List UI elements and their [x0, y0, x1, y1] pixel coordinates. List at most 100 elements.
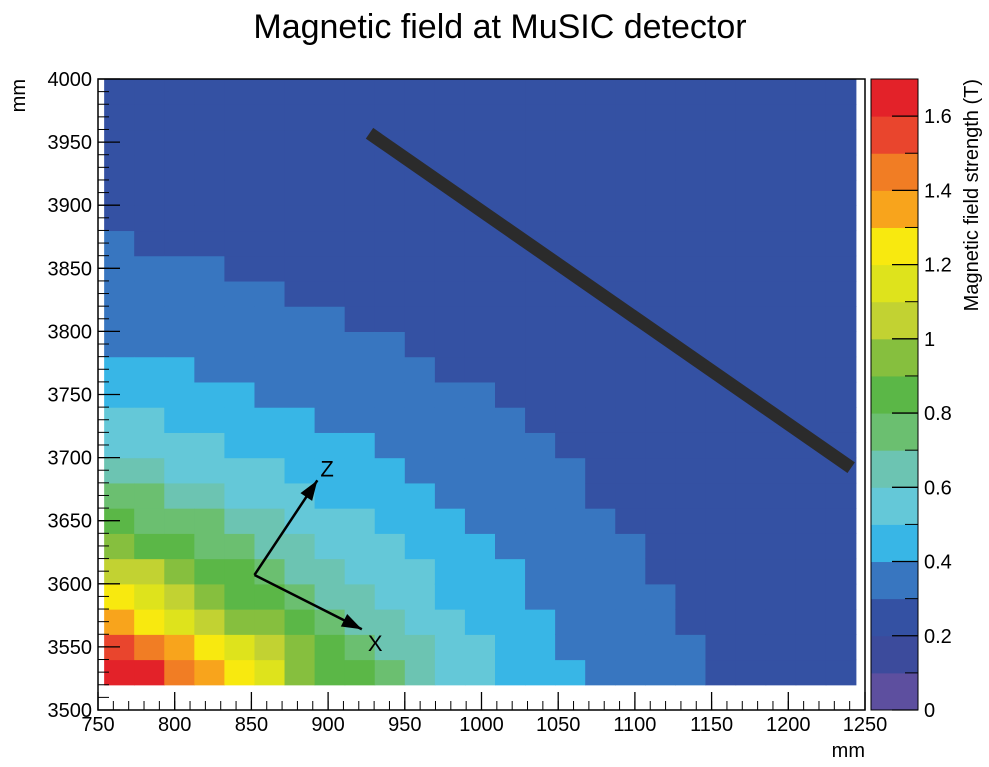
heatmap-cell — [254, 230, 286, 257]
heatmap-cell — [464, 306, 496, 332]
y-tick-label: 3500 — [48, 700, 93, 722]
heatmap-cell — [314, 482, 346, 509]
heatmap-cell — [284, 306, 316, 332]
heatmap-cell — [374, 280, 406, 307]
heatmap-cell — [314, 634, 346, 661]
heatmap-cell — [344, 230, 376, 257]
heatmap-cell — [705, 179, 737, 206]
heatmap-cell — [314, 280, 346, 307]
heatmap-cell — [134, 129, 165, 156]
heatmap-cell — [134, 104, 165, 131]
heatmap-cell — [825, 609, 857, 635]
heatmap-cell — [254, 280, 286, 307]
heatmap-cell — [224, 79, 256, 105]
heatmap-cell — [765, 659, 797, 686]
colorbar-swatch — [871, 413, 918, 451]
heatmap-cell — [765, 356, 797, 383]
heatmap-cell — [765, 79, 797, 105]
heatmap-cell — [585, 558, 616, 585]
heatmap-cell — [284, 432, 316, 459]
colorbar-swatch — [871, 635, 918, 674]
heatmap-cell — [705, 280, 737, 307]
heatmap-cell — [765, 583, 797, 610]
heatmap-cell — [344, 179, 376, 206]
heatmap-cell — [525, 482, 556, 509]
heatmap-cell — [495, 381, 526, 408]
colorbar-title: Magnetic field strength (T) — [961, 79, 983, 311]
colorbar-swatch — [871, 264, 918, 303]
heatmap-cell — [525, 659, 556, 686]
y-tick-label: 4000 — [48, 69, 93, 91]
heatmap-cell — [675, 407, 707, 433]
heatmap-cell — [254, 407, 286, 433]
heatmap-cell — [254, 205, 286, 232]
colorbar-tick-label: 0.4 — [924, 552, 952, 574]
heatmap-cell — [134, 205, 165, 232]
heatmap-cell — [765, 129, 797, 156]
heatmap-cell — [104, 205, 135, 232]
heatmap-cell — [645, 205, 676, 232]
heatmap-cell — [464, 104, 496, 131]
heatmap-cell — [254, 306, 286, 332]
heatmap-cell — [525, 432, 556, 459]
heatmap-cell — [615, 482, 646, 509]
heatmap-cell — [795, 457, 827, 484]
heatmap-cell — [735, 558, 767, 585]
heatmap-cell — [344, 381, 376, 408]
heatmap-cell — [164, 129, 195, 156]
heatmap-cell — [645, 381, 676, 408]
heatmap-cell — [555, 659, 586, 686]
heatmap-cell — [194, 154, 226, 181]
heatmap-cell — [224, 104, 256, 131]
heatmap-cell — [104, 482, 135, 509]
heatmap-cell — [374, 205, 406, 232]
heatmap-cell — [525, 609, 556, 635]
heatmap-cell — [495, 457, 526, 484]
heatmap-cell — [434, 104, 466, 131]
heatmap-cell — [434, 432, 466, 459]
colorbar-tick-label: 1.4 — [924, 180, 952, 202]
heatmap-cell — [825, 381, 857, 408]
heatmap-cell — [254, 381, 286, 408]
heatmap-cell — [194, 205, 226, 232]
heatmap-cell — [585, 129, 616, 156]
heatmap-cell — [555, 129, 586, 156]
x-tick-label: 800 — [158, 714, 191, 736]
heatmap-cell — [615, 230, 646, 257]
heatmap-cell — [525, 179, 556, 206]
heatmap-cell — [675, 381, 707, 408]
heatmap-cell — [464, 482, 496, 509]
heatmap-cell — [825, 154, 857, 181]
heatmap-cell — [164, 558, 195, 585]
heatmap-cell — [615, 255, 646, 282]
heatmap-cell — [254, 79, 286, 105]
heatmap-cell — [675, 104, 707, 131]
heatmap-cell — [495, 659, 526, 686]
heatmap-cell — [194, 179, 226, 206]
heatmap-cell — [825, 280, 857, 307]
colorbar-swatch — [871, 79, 918, 117]
heatmap-cell — [164, 634, 195, 661]
heatmap-cell — [495, 558, 526, 585]
heatmap-cell — [164, 609, 195, 635]
colorbar-swatch — [871, 116, 918, 154]
z-axis-label: Z — [320, 456, 333, 481]
x-tick-label: 1050 — [536, 714, 581, 736]
heatmap-cell — [344, 634, 376, 661]
heatmap-cell — [735, 356, 767, 383]
heatmap-cell — [434, 306, 466, 332]
heatmap-cell — [645, 255, 676, 282]
heatmap-cell — [675, 609, 707, 635]
heatmap-cell — [374, 230, 406, 257]
colorbar-swatch — [871, 487, 918, 525]
heatmap-cell — [344, 205, 376, 232]
heatmap-cell — [314, 457, 346, 484]
heatmap-cell — [735, 533, 767, 560]
heatmap-cell — [404, 634, 436, 661]
heatmap-cell — [134, 659, 165, 686]
heatmap-cell — [555, 79, 586, 105]
heatmap-cell — [314, 381, 346, 408]
heatmap-cell — [495, 634, 526, 661]
heatmap-cell — [194, 583, 226, 610]
heatmap-cell — [134, 432, 165, 459]
